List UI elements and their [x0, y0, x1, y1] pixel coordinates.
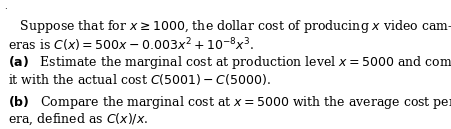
- Text: eras is $C(x) = 500x - 0.003x^2 + 10^{-8}x^3$.: eras is $C(x) = 500x - 0.003x^2 + 10^{-8…: [8, 36, 254, 54]
- Text: .: .: [4, 3, 7, 11]
- Text: it with the actual cost $C(5001) - C(5000)$.: it with the actual cost $C(5001) - C(500…: [8, 72, 271, 87]
- Text: era, defined as $C(x)/x$.: era, defined as $C(x)/x$.: [8, 112, 148, 127]
- Text: Suppose that for $x \geq 1000$, the dollar cost of producing $x$ video cam-: Suppose that for $x \geq 1000$, the doll…: [8, 18, 451, 35]
- Text: $\mathbf{(a)}$   Estimate the marginal cost at production level $x = 5000$ and c: $\mathbf{(a)}$ Estimate the marginal cos…: [8, 54, 451, 71]
- Text: $\mathbf{(b)}$   Compare the marginal cost at $x = 5000$ with the average cost p: $\mathbf{(b)}$ Compare the marginal cost…: [8, 94, 451, 111]
